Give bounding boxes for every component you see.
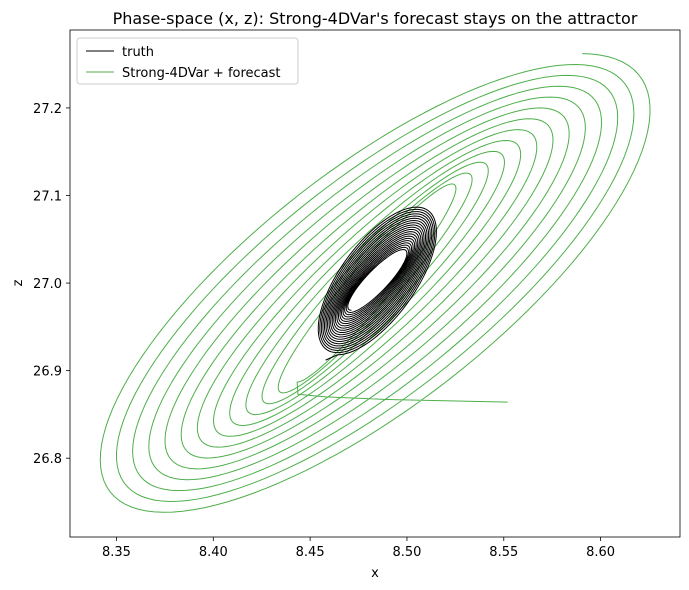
series-strong-4dvar-forecast-line bbox=[99, 53, 651, 513]
legend-label-strong-4dvar-forecast: Strong-4DVar + forecast bbox=[122, 66, 281, 81]
legend-box bbox=[76, 37, 299, 85]
y-tick-label: 26.8 bbox=[33, 452, 62, 467]
y-tick-label: 26.9 bbox=[33, 365, 62, 380]
chart-title: Phase-space (x, z): Strong-4DVar's forec… bbox=[113, 9, 638, 28]
y-axis-label: z bbox=[11, 279, 26, 286]
y-tick-label: 27.2 bbox=[33, 102, 62, 117]
y-axis: 26.8 26.9 27.0 27.1 27.2 bbox=[33, 102, 70, 467]
x-tick-label: 8.40 bbox=[199, 545, 228, 560]
legend: truth Strong-4DVar + forecast bbox=[76, 37, 299, 85]
x-tick-label: 8.45 bbox=[296, 545, 325, 560]
y-tick-label: 27.0 bbox=[33, 277, 62, 292]
x-tick-label: 8.35 bbox=[102, 545, 131, 560]
y-tick-label: 27.1 bbox=[33, 189, 62, 204]
plot-area bbox=[99, 53, 651, 513]
x-tick-label: 8.60 bbox=[586, 545, 615, 560]
x-axis-label: x bbox=[371, 566, 379, 581]
legend-label-truth: truth bbox=[122, 45, 154, 60]
plot-frame bbox=[69, 29, 681, 538]
x-tick-label: 8.50 bbox=[392, 545, 421, 560]
series-truth-line bbox=[317, 206, 437, 361]
x-tick-label: 8.55 bbox=[489, 545, 518, 560]
x-axis: 8.35 8.40 8.45 8.50 8.55 8.60 bbox=[102, 537, 615, 560]
